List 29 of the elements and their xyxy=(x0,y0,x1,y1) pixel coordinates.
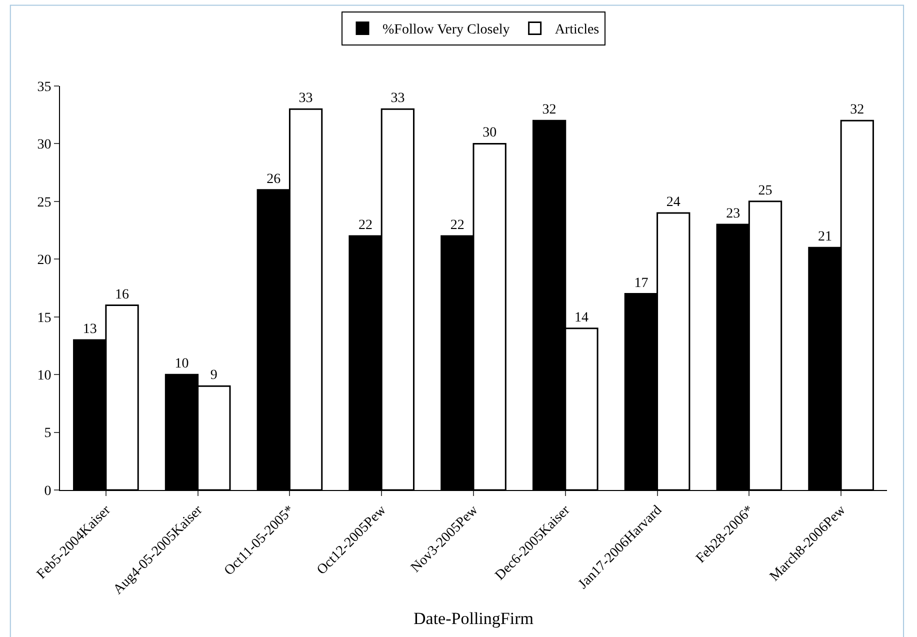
y-tick-label: 10 xyxy=(37,368,52,384)
data-label: 26 xyxy=(266,172,281,187)
data-label: 22 xyxy=(450,218,464,234)
y-tick-label: 5 xyxy=(44,426,52,442)
data-label: 33 xyxy=(298,91,313,106)
data-label: 24 xyxy=(666,194,680,210)
y-tick-label: 30 xyxy=(37,138,52,153)
data-label: 30 xyxy=(482,126,497,141)
y-tick-label: 35 xyxy=(37,80,52,95)
legend-label: Articles xyxy=(554,22,600,38)
data-label: 32 xyxy=(850,102,864,118)
data-label: 13 xyxy=(82,322,97,337)
y-tick-label: 20 xyxy=(37,253,52,268)
data-label: 25 xyxy=(758,183,772,198)
x-axis-title: Date-PollingFirm xyxy=(414,609,534,628)
data-label: 23 xyxy=(726,206,740,222)
data-label: 17 xyxy=(634,276,648,291)
data-label: 10 xyxy=(174,356,189,372)
data-label: 22 xyxy=(358,218,373,234)
data-label: 33 xyxy=(390,91,405,106)
data-label: 16 xyxy=(115,287,130,302)
data-label: 32 xyxy=(542,102,556,118)
y-tick-label: 25 xyxy=(37,195,52,210)
data-label: 9 xyxy=(210,368,218,384)
legend-label: %Follow Very Closely xyxy=(382,22,510,38)
data-label: 14 xyxy=(574,310,588,326)
y-tick-label: 0 xyxy=(44,484,52,499)
data-label: 21 xyxy=(818,230,832,245)
y-tick-label: 15 xyxy=(37,310,52,326)
